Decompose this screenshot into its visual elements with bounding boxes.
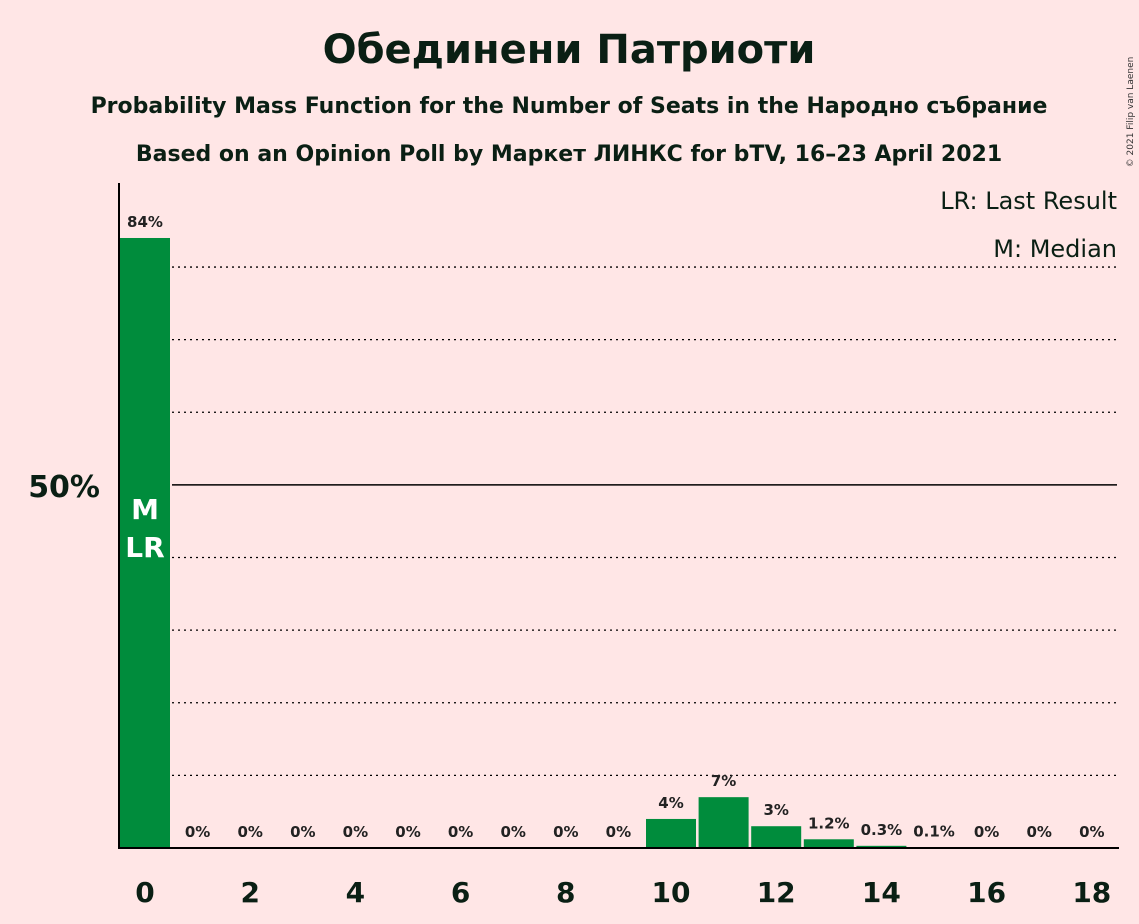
data-label-seats-13: 1.2%	[808, 814, 850, 832]
bar-seats-11	[698, 797, 749, 848]
x-tick-12: 12	[757, 876, 796, 909]
legend-median: M: Median	[993, 235, 1117, 263]
bars	[120, 237, 959, 848]
data-label-seats-4: 0%	[343, 823, 368, 841]
x-tick-16: 16	[967, 876, 1006, 909]
x-tick-2: 2	[240, 876, 259, 909]
data-label-seats-1: 0%	[185, 823, 210, 841]
last-result-marker: LR	[125, 531, 164, 564]
x-tick-14: 14	[862, 876, 901, 909]
bar-seats-0	[120, 237, 170, 848]
data-label-seats-5: 0%	[395, 823, 420, 841]
data-label-seats-0: 84%	[127, 213, 163, 231]
x-tick-10: 10	[652, 876, 691, 909]
chart-subtitle-poll: Based on an Opinion Poll by Маркет ЛИНКС…	[136, 142, 1002, 167]
data-labels: 84% 0% 0% 0% 0% 0% 0% 0% 0% 0% 4% 7% 3% 1.2% 0.3% 0.1% 0…	[127, 213, 1104, 841]
bar-seats-12	[751, 826, 802, 848]
x-tick-0: 0	[135, 876, 154, 909]
x-tick-6: 6	[451, 876, 470, 909]
bar-seats-10	[646, 818, 696, 848]
legend-last-result: LR: Last Result	[940, 187, 1117, 215]
data-label-seats-6: 0%	[448, 823, 473, 841]
data-label-seats-18: 0%	[1079, 823, 1104, 841]
data-label-seats-10: 4%	[658, 794, 683, 812]
data-label-seats-16: 0%	[974, 823, 999, 841]
data-label-seats-15: 0.1%	[913, 822, 955, 840]
y-tick-label: 50%	[28, 470, 100, 505]
bar-seats-14	[856, 845, 907, 848]
data-label-seats-8: 0%	[553, 823, 578, 841]
copyright-note: © 2021 Filip van Laenen	[1126, 57, 1136, 168]
data-label-seats-9: 0%	[606, 823, 631, 841]
x-tick-18: 18	[1072, 876, 1111, 909]
data-label-seats-3: 0%	[290, 823, 315, 841]
bar-seats-13	[803, 839, 854, 848]
x-tick-4: 4	[346, 876, 365, 909]
data-label-seats-14: 0.3%	[861, 821, 903, 839]
chart-title: Обединени Патриоти	[323, 27, 816, 73]
data-label-seats-11: 7%	[711, 772, 736, 790]
data-label-seats-7: 0%	[500, 823, 525, 841]
data-label-seats-2: 0%	[237, 823, 262, 841]
chart-subtitle: Probability Mass Function for the Number…	[91, 94, 1048, 119]
bar-markers: M LR	[125, 493, 164, 564]
x-tick-labels: 0 2 4 6 8 10 12 14 16 18	[135, 876, 1111, 909]
gridlines	[172, 266, 1117, 777]
data-label-seats-17: 0%	[1026, 823, 1051, 841]
data-label-seats-12: 3%	[763, 801, 788, 819]
median-marker: M	[131, 493, 159, 526]
x-tick-8: 8	[556, 876, 575, 909]
